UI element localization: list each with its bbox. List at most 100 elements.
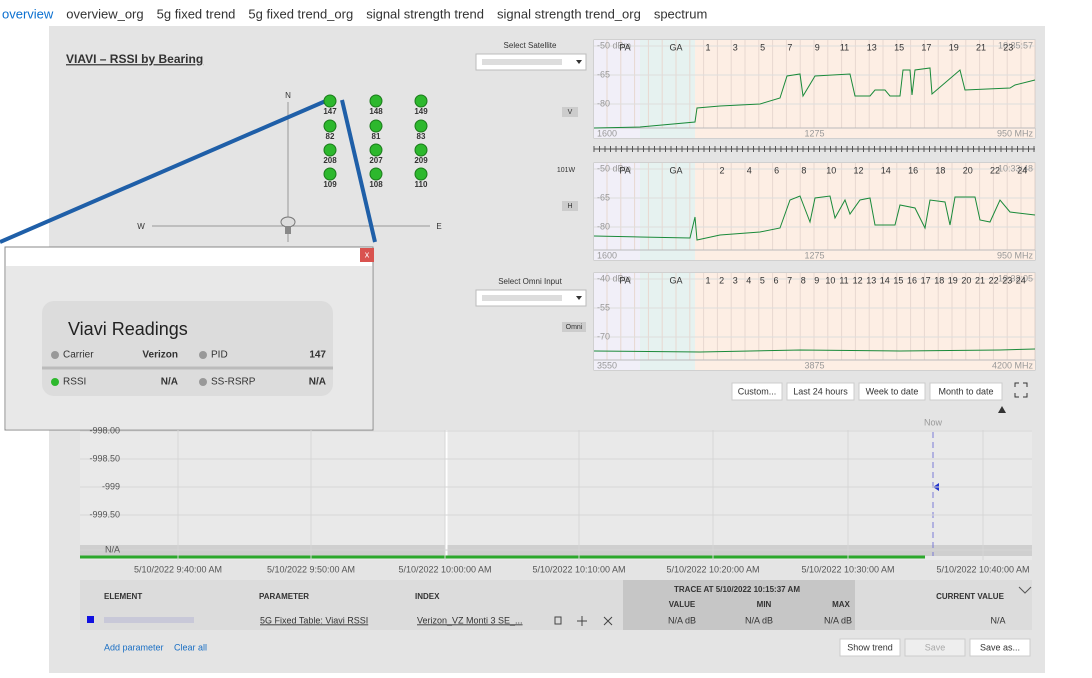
band-label: GA [669,275,682,285]
site-label: 147 [323,107,337,116]
site-node[interactable] [414,143,428,157]
status-dot [51,351,59,359]
site-node[interactable] [369,143,383,157]
channel-label: 15 [894,42,904,52]
tab[interactable]: signal strength trend [366,6,484,21]
bearing-title: VIAVI – RSSI by Bearing [66,52,203,66]
channel-label: 22 [990,165,1000,175]
x-tick-label: 5/10/2022 10:30:00 AM [801,564,894,574]
channel-label: 22 [989,275,999,285]
x-tick-label: 5/10/2022 10:20:00 AM [666,564,759,574]
link[interactable]: Add parameter [104,642,164,652]
y-tick-label: -50 dBm [597,163,631,173]
x-tick-label: 5/10/2022 9:50:00 AM [267,564,355,574]
site-node[interactable] [369,167,383,181]
x-tick-label: 5/10/2022 10:00:00 AM [398,564,491,574]
tab[interactable]: overview [2,6,54,21]
tab[interactable]: signal strength trend_org [497,6,641,21]
range-button[interactable] [731,382,783,401]
alert-icon [998,406,1006,413]
pol: V [568,109,573,116]
channel-label: 13 [866,275,876,285]
channel-label: 11 [839,275,848,285]
channel-label: 13 [867,42,877,52]
table [80,580,1032,630]
spectrum-trace [593,195,1036,241]
channel-label: 11 [840,42,849,52]
channel-label: 1 [705,42,710,52]
site-node[interactable] [323,167,337,181]
range-button[interactable] [786,382,855,401]
tab[interactable]: overview_org [66,6,143,21]
site-label: 209 [414,156,428,165]
band-ga [640,40,695,138]
site-label: 148 [369,107,383,116]
tab[interactable]: 5g fixed trend [157,6,236,21]
band-ch [695,163,1035,260]
site-node[interactable] [369,94,383,108]
site-node[interactable] [323,94,337,108]
site-node[interactable] [414,167,428,181]
header: TRACE AT 5/10/2022 10:15:37 AM [674,585,800,594]
pol: H [567,203,572,210]
site-label: 83 [417,132,426,141]
cell[interactable]: Verizon_VZ Monti 3 SE_... [417,615,523,625]
time: 10:33:48 [998,163,1033,173]
expand-icon[interactable] [1014,382,1028,398]
channel-label: 24 [1016,275,1026,285]
reading-value: N/A [309,377,326,388]
reading-label: SS-RSRP [211,377,256,388]
site-label: 208 [323,156,337,165]
close-button[interactable] [360,248,374,262]
site-node[interactable] [414,94,428,108]
site-node[interactable] [323,143,337,157]
link[interactable]: Clear all [174,642,207,652]
compass-e: E [436,222,441,231]
series-swatch [87,616,94,623]
x-tick-label: 3550 [597,360,617,370]
sat: 101W [557,167,576,174]
channel-label: 8 [801,275,806,285]
site-node[interactable] [369,119,383,133]
collapse-chevron[interactable] [1018,586,1032,594]
channel-label: 17 [921,275,931,285]
spectrum-trace [593,348,1036,353]
cell[interactable]: 5G Fixed Table: Viavi RSSI [260,615,368,625]
button-label: Show trend [847,642,893,652]
remove-icon[interactable] [603,616,613,626]
channel-label: 14 [881,165,891,175]
blurred-text [104,617,194,623]
add-icon[interactable] [577,616,587,626]
channel-label: 2 [719,165,724,175]
reading-value: 147 [309,350,326,361]
tab[interactable]: 5g fixed trend_org [248,6,353,21]
x-tick-label: 5/10/2022 10:10:00 AM [532,564,625,574]
channel-label: 2 [719,275,724,285]
site-node[interactable] [414,119,428,133]
channel-label: 1 [705,275,710,285]
channel-label: 18 [935,165,945,175]
pol-badge [562,107,578,117]
label: Select Satellite [504,41,557,50]
tab[interactable]: spectrum [654,6,707,21]
button-label: Month to date [938,386,993,396]
channel-label: 19 [949,42,959,52]
site-label: 149 [414,107,428,116]
action-button[interactable] [969,638,1031,657]
reading-value: N/A [161,377,178,388]
reading-label: RSSI [63,377,86,388]
delete-icon[interactable] [554,616,562,625]
range-button[interactable] [858,382,926,401]
x-tick-label: 1275 [804,128,824,138]
range-button[interactable] [929,382,1003,401]
action-button[interactable] [904,638,966,657]
compass-w: W [137,222,145,231]
status-dot [51,378,59,386]
channel-label: 21 [976,42,986,52]
channel-label: 24 [1017,165,1027,175]
site-node[interactable] [323,119,337,133]
band-label: PA [619,165,630,175]
action-button[interactable] [839,638,901,657]
channel-label: 9 [814,275,819,285]
